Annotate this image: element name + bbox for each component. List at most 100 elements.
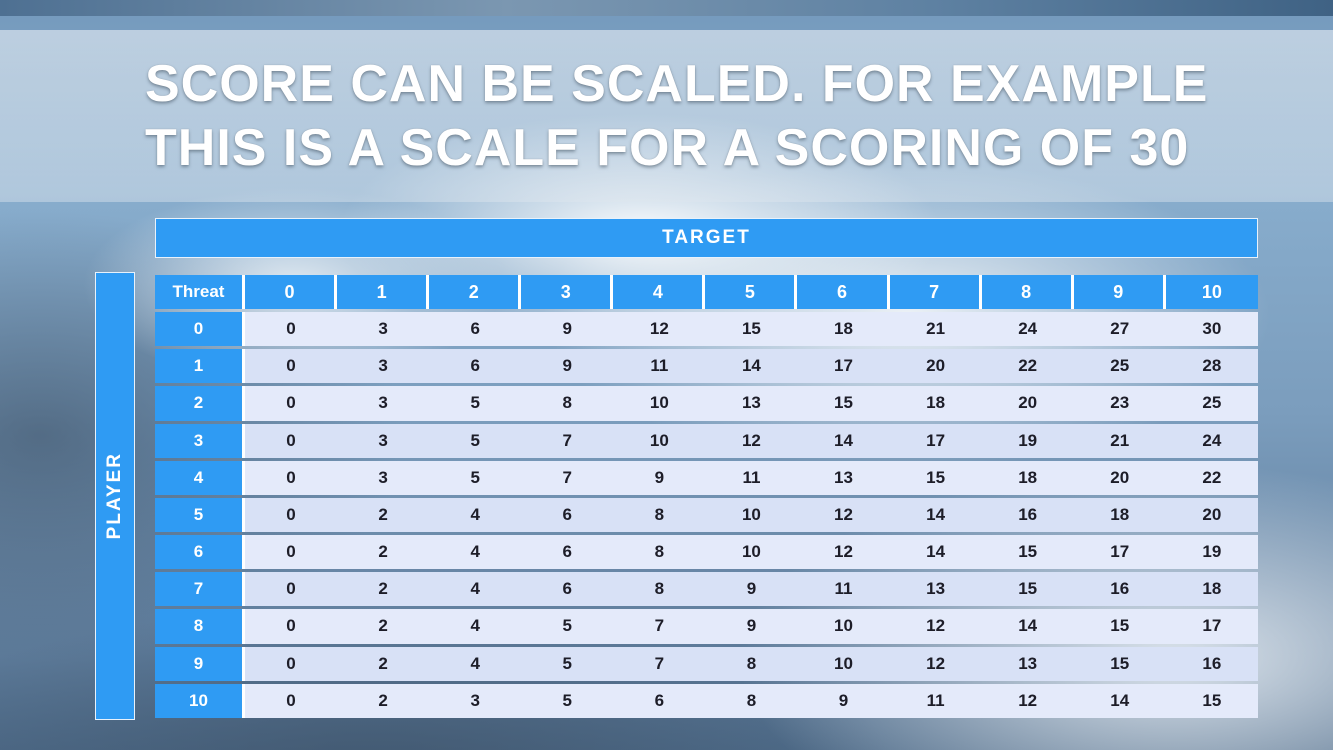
score-cell: 11 <box>705 460 798 495</box>
score-cell: 17 <box>797 349 890 384</box>
col-header: 0 <box>245 275 338 309</box>
score-cell: 3 <box>337 312 430 347</box>
score-cell: 15 <box>981 535 1074 570</box>
score-cell: 22 <box>981 349 1074 384</box>
score-cell: 7 <box>613 609 706 644</box>
score-cell: 8 <box>521 386 614 421</box>
score-cell: 14 <box>705 349 798 384</box>
score-cell: 7 <box>613 646 706 681</box>
table-body: 0 0 3 6 9 12 15 18 21 24 27 30 1 0 3 6 9 11 14 17 20 22 25 28 2 0… <box>155 312 1258 718</box>
score-cell: 12 <box>889 646 982 681</box>
score-cell: 13 <box>797 460 890 495</box>
score-cell: 15 <box>1073 609 1166 644</box>
table-row: 1 0 3 6 9 11 14 17 20 22 25 28 <box>155 349 1258 384</box>
score-cell: 0 <box>245 460 338 495</box>
score-cell: 6 <box>613 683 706 718</box>
col-header: 1 <box>337 275 430 309</box>
row-header: 2 <box>155 386 245 421</box>
score-cell: 12 <box>705 423 798 458</box>
score-cell: 10 <box>705 497 798 533</box>
score-cell: 30 <box>1165 312 1258 347</box>
score-cell: 15 <box>1165 683 1258 718</box>
score-cell: 10 <box>613 386 706 421</box>
score-cell: 19 <box>981 423 1074 458</box>
score-cell: 25 <box>1073 349 1166 384</box>
target-axis-label: TARGET <box>155 218 1258 258</box>
score-cell: 12 <box>797 535 890 570</box>
row-header: 8 <box>155 609 245 644</box>
score-cell: 20 <box>1073 460 1166 495</box>
row-header: 10 <box>155 683 245 718</box>
row-header: 1 <box>155 349 245 384</box>
title-band: SCORE CAN BE SCALED. FOR EXAMPLE THIS IS… <box>0 30 1333 202</box>
col-header: 2 <box>429 275 522 309</box>
score-table: Threat 0 1 2 3 4 5 6 7 8 9 10 0 0 3 6 9 12 15 18 21 24 27 30 1… <box>155 272 1258 721</box>
score-cell: 13 <box>705 386 798 421</box>
row-header: 5 <box>155 497 245 533</box>
score-cell: 0 <box>245 683 338 718</box>
score-cell: 6 <box>521 572 614 607</box>
score-cell: 4 <box>429 535 522 570</box>
score-cell: 19 <box>1165 535 1258 570</box>
corner-header-threat: Threat <box>155 275 245 309</box>
score-cell: 27 <box>1073 312 1166 347</box>
score-cell: 5 <box>429 460 522 495</box>
score-cell: 21 <box>889 312 982 347</box>
score-cell: 11 <box>613 349 706 384</box>
score-cell: 6 <box>429 312 522 347</box>
col-header: 5 <box>705 275 798 309</box>
score-cell: 15 <box>705 312 798 347</box>
table-row: 7 0 2 4 6 8 9 11 13 15 16 18 <box>155 572 1258 607</box>
score-cell: 15 <box>797 386 890 421</box>
row-header: 7 <box>155 572 245 607</box>
col-header: 10 <box>1165 275 1258 309</box>
score-cell: 6 <box>429 349 522 384</box>
score-cell: 9 <box>613 460 706 495</box>
table-header-row: Threat 0 1 2 3 4 5 6 7 8 9 10 <box>155 275 1258 309</box>
score-cell: 8 <box>705 683 798 718</box>
table-row: 6 0 2 4 6 8 10 12 14 15 17 19 <box>155 535 1258 570</box>
row-header: 3 <box>155 423 245 458</box>
score-table-container: Threat 0 1 2 3 4 5 6 7 8 9 10 0 0 3 6 9 12 15 18 21 24 27 30 1… <box>155 272 1258 721</box>
score-cell: 15 <box>981 572 1074 607</box>
row-header: 4 <box>155 460 245 495</box>
score-cell: 9 <box>521 349 614 384</box>
score-cell: 4 <box>429 497 522 533</box>
col-header: 4 <box>613 275 706 309</box>
score-cell: 17 <box>1073 535 1166 570</box>
score-cell: 21 <box>1073 423 1166 458</box>
score-cell: 3 <box>337 423 430 458</box>
player-axis-label: PLAYER <box>95 272 135 720</box>
score-cell: 2 <box>337 497 430 533</box>
score-cell: 14 <box>1073 683 1166 718</box>
score-cell: 23 <box>1073 386 1166 421</box>
score-cell: 6 <box>521 497 614 533</box>
score-cell: 0 <box>245 386 338 421</box>
score-cell: 5 <box>429 386 522 421</box>
table-row: 5 0 2 4 6 8 10 12 14 16 18 20 <box>155 497 1258 533</box>
score-cell: 16 <box>1165 646 1258 681</box>
row-header: 9 <box>155 646 245 681</box>
score-cell: 25 <box>1165 386 1258 421</box>
table-row: 2 0 3 5 8 10 13 15 18 20 23 25 <box>155 386 1258 421</box>
score-cell: 8 <box>613 497 706 533</box>
score-cell: 18 <box>981 460 1074 495</box>
table-row: 0 0 3 6 9 12 15 18 21 24 27 30 <box>155 312 1258 347</box>
score-cell: 9 <box>705 572 798 607</box>
score-cell: 3 <box>337 386 430 421</box>
score-cell: 11 <box>797 572 890 607</box>
score-cell: 9 <box>521 312 614 347</box>
row-header: 6 <box>155 535 245 570</box>
score-cell: 24 <box>1165 423 1258 458</box>
score-cell: 4 <box>429 646 522 681</box>
score-cell: 13 <box>981 646 1074 681</box>
score-cell: 2 <box>337 646 430 681</box>
score-cell: 18 <box>889 386 982 421</box>
player-label-text: PLAYER <box>104 452 125 540</box>
col-header: 7 <box>889 275 982 309</box>
score-cell: 0 <box>245 646 338 681</box>
score-cell: 4 <box>429 572 522 607</box>
score-cell: 3 <box>337 349 430 384</box>
score-cell: 0 <box>245 535 338 570</box>
score-cell: 18 <box>1165 572 1258 607</box>
